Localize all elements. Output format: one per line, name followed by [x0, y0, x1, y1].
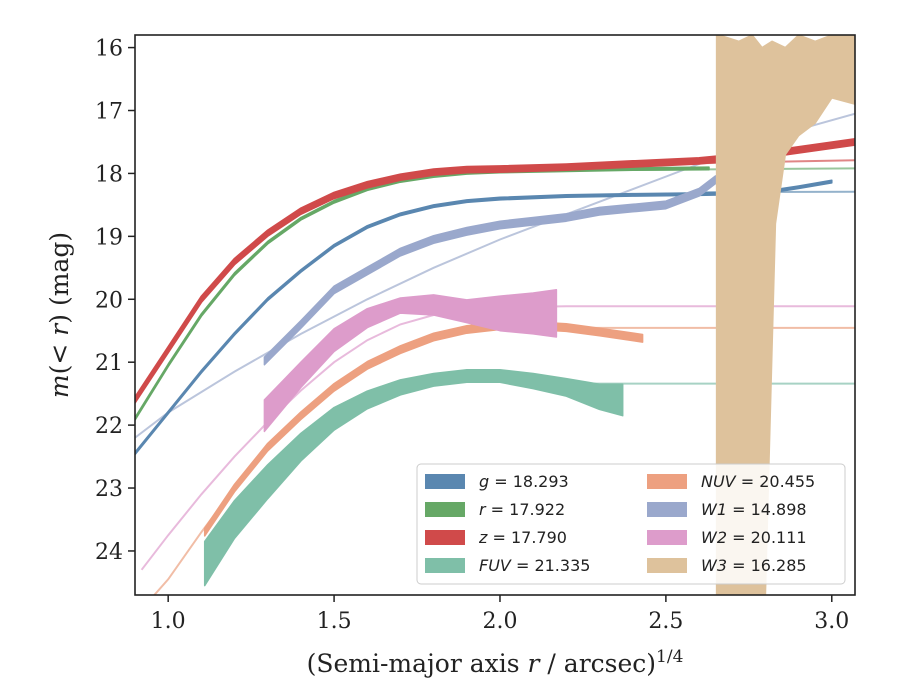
- legend-band-name: g: [479, 472, 489, 491]
- x-axis-label: (Semi-major axis r / arcsec)1/4: [307, 647, 684, 678]
- legend-band-value: = 20.455: [736, 472, 816, 491]
- y-tick-label: 24: [95, 540, 123, 565]
- legend-label-z: z = 17.790: [478, 528, 567, 547]
- data-band-w3: [715, 35, 855, 595]
- data-band-w2: [263, 289, 558, 433]
- legend-swatch-g: [425, 474, 465, 489]
- legend-band-name: FUV: [479, 556, 512, 575]
- axis-ticks: 1.0 1.5 2.0 2.5 3.0 16 17 18 19 20 21 22 23 24: [95, 37, 849, 634]
- x-tick-label: 3.0: [814, 609, 849, 634]
- legend-label-r: r = 17.922: [479, 500, 565, 519]
- legend-band-name: W2: [701, 528, 727, 547]
- plot-frame: [134, 34, 856, 596]
- y-tick-label: 22: [95, 414, 123, 439]
- legend-label-nuv: NUV = 20.455: [701, 472, 815, 491]
- legend-swatch-nuv: [647, 474, 687, 489]
- data-band-fuv: [203, 368, 624, 587]
- legend-label-w1: W1 = 14.898: [701, 500, 807, 519]
- plot-area: [135, 35, 855, 595]
- legend-box: [416, 463, 846, 585]
- data-band-g: [135, 179, 833, 456]
- legend-label-w3: W3 = 16.285: [701, 556, 807, 575]
- legend-swatch-w2: [647, 530, 687, 545]
- y-tick-label: 18: [95, 162, 123, 187]
- legend-label-w2: W2 = 20.111: [701, 528, 807, 547]
- legend-band-name: NUV: [701, 472, 737, 491]
- legend-band-name: W3: [701, 556, 727, 575]
- legend-swatch-fuv: [425, 558, 465, 573]
- data-band-w1: [263, 175, 717, 366]
- legend-band-value: = 14.898: [727, 500, 807, 519]
- data-band-nuv: [203, 321, 644, 537]
- legend-band-value: = 16.285: [727, 556, 807, 575]
- legend-band-value: = 17.922: [486, 500, 566, 519]
- legend-band-value: = 17.790: [487, 528, 567, 547]
- legend-swatch-w1: [647, 502, 687, 517]
- y-tick-label: 19: [95, 225, 123, 250]
- legend-band-value: = 18.293: [489, 472, 569, 491]
- data-band-z: [135, 138, 855, 404]
- legend-swatch-w3: [647, 558, 687, 573]
- y-tick-label: 20: [95, 288, 123, 313]
- legend-band-value: = 20.111: [727, 528, 807, 547]
- legend-band-name: r: [479, 500, 487, 519]
- y-axis-label: m(< r) (mag): [45, 232, 74, 398]
- y-tick-label: 17: [95, 100, 123, 125]
- legend-label-g: g = 18.293: [479, 472, 569, 491]
- data-band-r: [135, 166, 710, 421]
- legend-label-fuv: FUV = 21.335: [479, 556, 590, 575]
- y-tick-label: 21: [95, 351, 123, 376]
- x-tick-label: 1.0: [151, 609, 186, 634]
- legend-swatch-r: [425, 502, 465, 517]
- x-tick-label: 2.5: [648, 609, 683, 634]
- legend-band-name: W1: [701, 500, 727, 519]
- y-tick-label: 23: [95, 477, 123, 502]
- y-tick-label: 16: [95, 37, 123, 62]
- legend-band-name: z: [478, 528, 488, 547]
- x-tick-label: 1.5: [317, 609, 352, 634]
- x-tick-label: 2.0: [482, 609, 517, 634]
- legend-band-value: = 21.335: [511, 556, 591, 575]
- legend-swatch-z: [425, 530, 465, 545]
